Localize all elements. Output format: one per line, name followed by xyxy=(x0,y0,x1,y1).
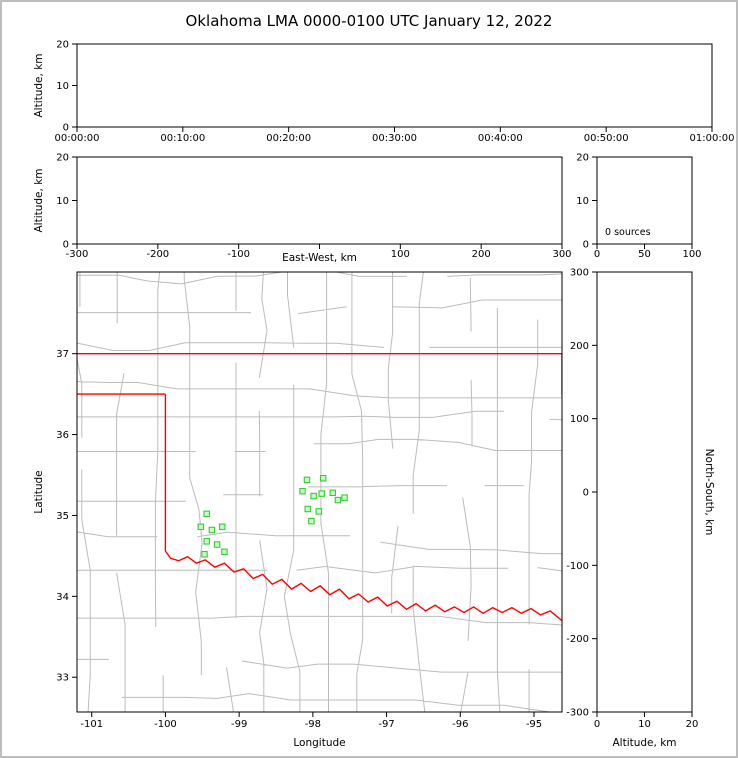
plan-view-map-panel: -101 -100 -99 -98 -97 -96 -95 33 34 35 36 37 Longitu… xyxy=(33,271,563,749)
y-tick-label: 20 xyxy=(56,40,69,51)
county-borders xyxy=(77,272,562,712)
northsouth-height-panel: 0 10 20 -300 -200 -100 0 100 200 300 Altitude, km N… xyxy=(566,268,715,750)
x-tick-label: 00:00:00 xyxy=(55,133,100,144)
y-tick-label: 34 xyxy=(56,592,69,603)
x-tick-label: -97 xyxy=(378,719,394,730)
lma-station-marker xyxy=(310,492,317,500)
y-axis-label: Altitude, km xyxy=(33,168,45,232)
x-tick-label: -98 xyxy=(305,719,321,730)
x-tick-label: 0 xyxy=(594,249,600,260)
x-tick-label: 10 xyxy=(638,719,651,730)
map-frame xyxy=(76,271,563,713)
state-border-red_river xyxy=(164,550,562,622)
lma-station-marker xyxy=(221,548,228,556)
figure-title: Oklahoma LMA 0000-0100 UTC January 12, 2… xyxy=(185,12,553,30)
y-tick-label: 20 xyxy=(576,153,589,164)
x-tick-label: 00:50:00 xyxy=(584,133,629,144)
y-axis-label: Latitude xyxy=(33,470,45,513)
x-tick-label: 100 xyxy=(682,249,701,260)
x-tick-label: 00:20:00 xyxy=(266,133,311,144)
y-tick-label: 0 xyxy=(583,488,589,499)
x-tick-label: 50 xyxy=(638,249,651,260)
lma-station-marker xyxy=(203,510,210,518)
x-tick-label: -100 xyxy=(227,249,250,260)
y-tick-label: -200 xyxy=(566,634,589,645)
sources-count-text: 0 sources xyxy=(605,227,651,238)
y-tick-label: 100 xyxy=(570,414,589,425)
x-tick-label: 0 xyxy=(594,719,600,730)
y-tick-label: 33 xyxy=(56,673,69,684)
y-tick-label: 300 xyxy=(570,268,589,279)
y-tick-label: 10 xyxy=(576,196,589,207)
lma-station-marker xyxy=(319,474,327,482)
x-tick-label: -99 xyxy=(231,719,247,730)
x-tick-label: -200 xyxy=(146,249,169,260)
x-tick-label: -300 xyxy=(66,249,89,260)
lma-station-marker xyxy=(315,508,323,515)
x-tick-label: 20 xyxy=(686,719,699,730)
y-axis-label: Altitude, km xyxy=(33,53,45,117)
x-tick-label: 300 xyxy=(552,249,571,260)
time-height-panel: 00:00:00 00:10:00 00:20:00 00:30:00 00:40:00… xyxy=(33,40,734,145)
x-tick-label: 01:00:00 xyxy=(690,133,735,144)
time-height-frame xyxy=(76,43,713,128)
lma-station-marker xyxy=(334,496,342,504)
lma-station-marker xyxy=(213,541,221,548)
lma-station-marker xyxy=(308,517,315,525)
x-axis-label: Altitude, km xyxy=(612,737,676,749)
y-tick-label: 35 xyxy=(56,511,69,522)
y-tick-label: 37 xyxy=(56,349,69,360)
lma-station-marker xyxy=(208,526,216,534)
y-tick-label: 10 xyxy=(56,81,69,92)
lma-station-marker xyxy=(203,538,210,545)
northsouth-height-frame xyxy=(596,271,693,713)
y-tick-label: 20 xyxy=(56,153,69,164)
lma-station-marker xyxy=(201,551,208,558)
eastwest-height-panel: -300 -200 -100 100 200 300 0 10 20 East-West, km A… xyxy=(33,153,572,265)
lma-station-marker xyxy=(318,490,325,497)
lma-station-marker xyxy=(197,523,205,531)
x-axis-label: Longitude xyxy=(293,737,345,749)
y-tick-label: 200 xyxy=(570,341,589,352)
x-axis-label: East-West, km xyxy=(282,252,357,264)
lma-station-marker xyxy=(341,494,348,501)
x-tick-label: 00:30:00 xyxy=(372,133,417,144)
y-tick-label: -300 xyxy=(566,708,589,719)
x-tick-label: -100 xyxy=(154,719,177,730)
x-tick-label: 00:10:00 xyxy=(160,133,205,144)
x-tick-label: -95 xyxy=(526,719,542,730)
y-tick-label: 10 xyxy=(56,196,69,207)
x-tick-label: 100 xyxy=(391,249,410,260)
x-tick-label: 200 xyxy=(472,249,491,260)
lma-station-marker xyxy=(329,489,337,497)
y-tick-label: 0 xyxy=(63,123,69,134)
lma-station-marker xyxy=(303,476,311,484)
x-tick-label: -101 xyxy=(80,719,103,730)
x-tick-label: 00:40:00 xyxy=(478,133,523,144)
y-tick-label: 36 xyxy=(56,430,69,441)
lma-station-marker xyxy=(304,505,311,513)
y-tick-label: -100 xyxy=(566,561,589,572)
lma-station-marker xyxy=(299,487,306,495)
lma-station-marker xyxy=(218,523,226,531)
y-axis-label: North-South, km xyxy=(703,449,715,536)
x-tick-label: -96 xyxy=(452,719,468,730)
eastwest-height-frame xyxy=(76,156,563,245)
sources-histogram-panel: 0 50 100 0 10 20 0 sources xyxy=(576,153,701,261)
y-tick-label: 0 xyxy=(583,240,589,251)
y-tick-label: 0 xyxy=(63,240,69,251)
map-content xyxy=(77,272,562,712)
